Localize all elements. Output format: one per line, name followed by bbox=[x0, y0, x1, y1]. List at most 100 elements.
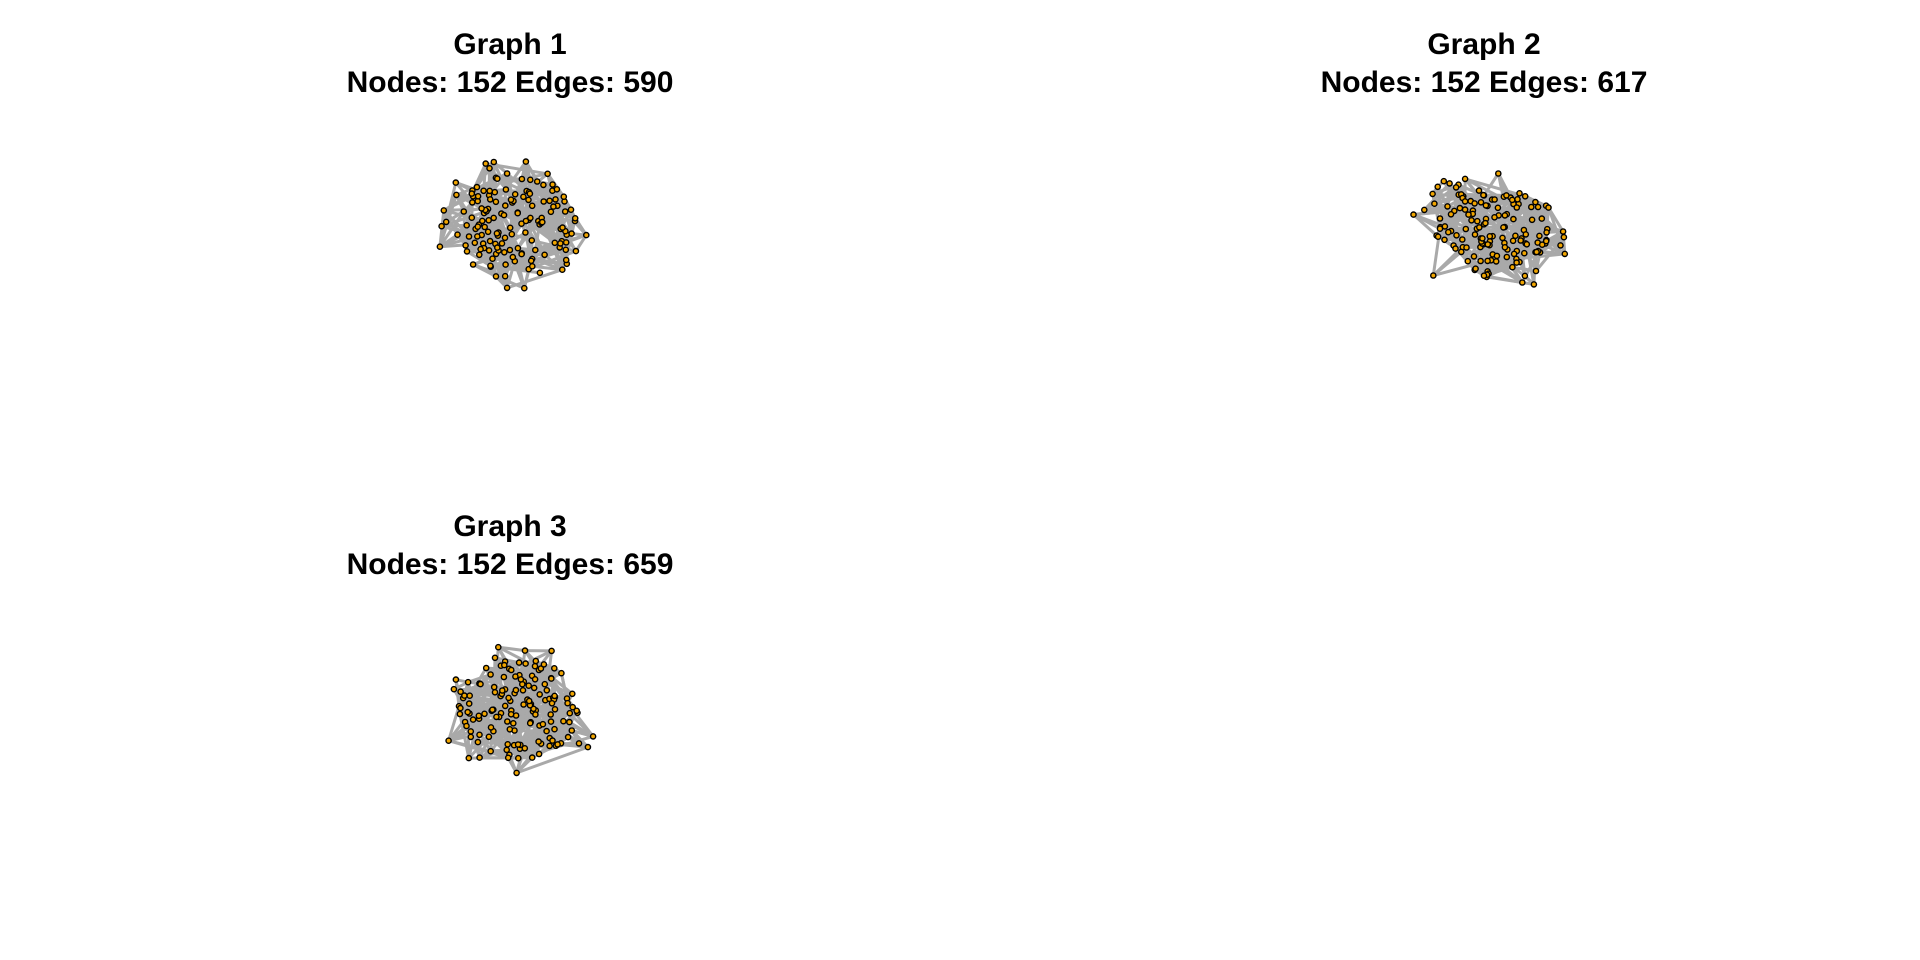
graph-node bbox=[526, 719, 534, 727]
graph-node bbox=[553, 185, 561, 193]
graph-node bbox=[467, 733, 475, 741]
graph-node bbox=[531, 246, 539, 254]
graph-node bbox=[1499, 234, 1506, 242]
graph-node bbox=[511, 190, 519, 198]
graph-edge bbox=[464, 216, 474, 247]
graph-node bbox=[1510, 215, 1517, 223]
graph-edge bbox=[1480, 225, 1505, 240]
graph-node bbox=[557, 240, 564, 247]
graph-node bbox=[558, 669, 565, 677]
graph-edge bbox=[525, 676, 553, 702]
graph-node bbox=[487, 724, 495, 731]
graph-title: Graph 2 bbox=[1427, 28, 1541, 61]
graph-edge bbox=[561, 719, 590, 749]
graph-node bbox=[1534, 203, 1542, 211]
graph-node bbox=[1471, 231, 1479, 238]
graph-node bbox=[503, 746, 511, 754]
graph-node bbox=[569, 703, 577, 711]
graph-node bbox=[547, 675, 555, 682]
graph-node bbox=[1457, 248, 1465, 256]
graph-node bbox=[538, 218, 546, 226]
graph-node bbox=[1484, 257, 1491, 265]
graph-node bbox=[589, 733, 597, 740]
graph-node bbox=[532, 711, 539, 718]
graph-node bbox=[490, 683, 498, 691]
graph-node bbox=[487, 671, 494, 678]
graph-node bbox=[513, 769, 520, 777]
graph-panel-3: Graph 3 Nodes: 152 Edges: 659 bbox=[250, 482, 770, 882]
graph-node bbox=[461, 692, 468, 699]
graph-node bbox=[547, 718, 555, 725]
graph-node bbox=[536, 269, 544, 277]
graph-node bbox=[1509, 263, 1516, 271]
graph-node bbox=[566, 718, 573, 726]
graph-node bbox=[504, 754, 512, 762]
graph-node bbox=[475, 712, 483, 720]
graph-node bbox=[522, 158, 530, 165]
graph-edge bbox=[484, 162, 550, 176]
graph-node bbox=[469, 261, 477, 268]
graph-edge bbox=[465, 249, 492, 268]
graph-node bbox=[1434, 183, 1441, 191]
graph-node bbox=[467, 728, 475, 735]
graph-node bbox=[478, 205, 485, 212]
graph-node bbox=[518, 250, 525, 258]
graph-node bbox=[1468, 216, 1475, 224]
graph-node bbox=[531, 675, 539, 683]
graph-node bbox=[520, 284, 528, 292]
graph-node bbox=[533, 178, 541, 185]
graph-node bbox=[1479, 235, 1486, 242]
graph-node bbox=[481, 223, 488, 231]
graph-node bbox=[525, 697, 533, 705]
graph-node bbox=[536, 691, 544, 698]
graph-edge bbox=[1471, 209, 1496, 219]
graph-node bbox=[469, 716, 477, 723]
graph-node bbox=[1509, 237, 1517, 245]
graph-node bbox=[1446, 180, 1453, 187]
graph-node bbox=[486, 196, 494, 203]
graph-edge bbox=[465, 663, 506, 728]
graph-node bbox=[509, 719, 517, 727]
graph-node bbox=[1510, 250, 1518, 258]
graph-node bbox=[489, 706, 496, 714]
graph-node bbox=[466, 692, 473, 699]
graph-node bbox=[485, 216, 492, 224]
graph-node bbox=[1527, 203, 1535, 211]
graph-node bbox=[1514, 195, 1521, 203]
graph-node bbox=[1429, 272, 1437, 279]
graph-subtitle: Nodes: 152 Edges: 590 bbox=[346, 66, 674, 99]
graph-node bbox=[1517, 237, 1525, 244]
graph-edge bbox=[1482, 172, 1500, 197]
graph-node bbox=[465, 754, 473, 762]
graph-node bbox=[1533, 248, 1540, 256]
graph-node bbox=[463, 248, 471, 255]
graph-node bbox=[1475, 224, 1483, 231]
graph-node bbox=[500, 211, 508, 219]
graph-node bbox=[477, 680, 484, 688]
graph-node bbox=[519, 686, 527, 694]
graph-node bbox=[465, 233, 473, 240]
graph-node bbox=[438, 222, 445, 230]
graph-node bbox=[1521, 272, 1529, 280]
graph-edge bbox=[542, 200, 557, 245]
graph-node bbox=[1441, 236, 1448, 244]
graph-node bbox=[1513, 204, 1521, 211]
graph-node bbox=[468, 214, 476, 221]
graph-node bbox=[480, 187, 487, 195]
graph-node bbox=[525, 196, 532, 204]
graph-node bbox=[552, 196, 559, 203]
graph-node bbox=[1538, 215, 1546, 222]
graph-edge bbox=[515, 745, 590, 775]
graph-node bbox=[473, 183, 481, 191]
graph-node bbox=[1436, 215, 1444, 222]
graph-node bbox=[548, 647, 555, 655]
graph-node bbox=[1444, 203, 1451, 210]
graph-node bbox=[473, 233, 481, 240]
graph-node bbox=[562, 256, 570, 264]
graph-node bbox=[512, 686, 520, 694]
graph-node bbox=[526, 190, 534, 197]
graph-node bbox=[1465, 211, 1472, 218]
graph-node bbox=[541, 680, 549, 688]
graph-node bbox=[501, 702, 509, 710]
graph-node bbox=[487, 262, 494, 270]
